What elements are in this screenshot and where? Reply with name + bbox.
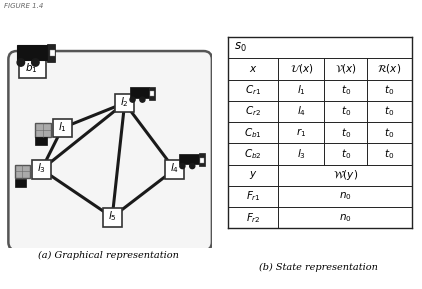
- Text: $l_4$: $l_4$: [297, 105, 306, 118]
- Text: $t_0$: $t_0$: [341, 147, 351, 161]
- Text: $C_{b1}$: $C_{b1}$: [244, 126, 262, 140]
- Text: $\it{l_2}$: $\it{l_2}$: [120, 95, 129, 109]
- Bar: [115, 94, 134, 112]
- Bar: [50, 50, 55, 56]
- Bar: [47, 44, 55, 62]
- Text: $C_{b2}$: $C_{b2}$: [244, 147, 262, 161]
- Text: $t_0$: $t_0$: [341, 83, 351, 97]
- Circle shape: [17, 59, 24, 66]
- Bar: [35, 123, 51, 137]
- Text: $t_0$: $t_0$: [384, 83, 395, 97]
- Circle shape: [190, 164, 195, 168]
- Text: $l_3$: $l_3$: [297, 147, 306, 161]
- Bar: [149, 87, 155, 100]
- FancyBboxPatch shape: [8, 51, 212, 250]
- Text: $F_{r2}$: $F_{r2}$: [246, 211, 261, 225]
- Text: $\mathcal{W}(y)$: $\mathcal{W}(y)$: [333, 168, 358, 182]
- Bar: [17, 45, 49, 60]
- Text: $t_0$: $t_0$: [384, 126, 395, 140]
- Text: $C_{r2}$: $C_{r2}$: [245, 105, 261, 118]
- Bar: [179, 154, 199, 164]
- Text: $r_1$: $r_1$: [296, 126, 307, 139]
- Text: $t_0$: $t_0$: [384, 105, 395, 118]
- Text: $b_1$: $b_1$: [25, 61, 38, 75]
- Bar: [53, 118, 72, 137]
- Text: $n_0$: $n_0$: [339, 212, 352, 224]
- Circle shape: [130, 97, 135, 102]
- Text: $x$: $x$: [249, 64, 257, 74]
- Text: (a) Graphical representation: (a) Graphical representation: [38, 250, 179, 260]
- Text: $\it{l_3}$: $\it{l_3}$: [37, 162, 46, 175]
- Circle shape: [140, 97, 145, 102]
- Text: $\it{l_4}$: $\it{l_4}$: [170, 162, 179, 175]
- Text: $n_0$: $n_0$: [339, 191, 352, 202]
- Circle shape: [32, 59, 39, 66]
- Text: $t_0$: $t_0$: [341, 105, 351, 118]
- Bar: [199, 153, 205, 166]
- Bar: [32, 160, 51, 179]
- Text: $\mathcal{R}(x)$: $\mathcal{R}(x)$: [377, 62, 401, 75]
- Bar: [150, 91, 154, 96]
- Bar: [15, 165, 30, 178]
- Text: $F_{r1}$: $F_{r1}$: [246, 190, 261, 203]
- Text: $C_{r1}$: $C_{r1}$: [245, 83, 261, 97]
- Text: $l_1$: $l_1$: [297, 83, 306, 97]
- Text: $y$: $y$: [249, 169, 257, 181]
- Text: $t_0$: $t_0$: [341, 126, 351, 140]
- Bar: [15, 179, 26, 187]
- Bar: [165, 160, 184, 179]
- Text: $\mathcal{U}(x)$: $\mathcal{U}(x)$: [289, 62, 314, 75]
- Text: (b) State representation: (b) State representation: [260, 262, 379, 272]
- Text: $t_0$: $t_0$: [384, 147, 395, 161]
- Bar: [19, 59, 46, 78]
- Bar: [130, 87, 149, 98]
- Text: $\it{l_1}$: $\it{l_1}$: [58, 120, 67, 134]
- Text: $\mathcal{V}(x)$: $\mathcal{V}(x)$: [335, 62, 357, 75]
- Circle shape: [180, 164, 185, 168]
- Bar: [200, 158, 204, 162]
- Text: $s_0$: $s_0$: [234, 41, 246, 54]
- Text: $\it{l_5}$: $\it{l_5}$: [108, 209, 116, 223]
- Bar: [103, 208, 122, 227]
- Bar: [35, 137, 47, 145]
- Text: FIGURE 1.4: FIGURE 1.4: [4, 3, 43, 9]
